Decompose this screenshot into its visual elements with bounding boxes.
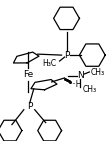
Text: P: P xyxy=(27,102,33,111)
Text: ··H: ··H xyxy=(71,80,82,89)
Text: H₃C: H₃C xyxy=(42,59,57,68)
Text: N: N xyxy=(77,71,84,81)
Text: P: P xyxy=(64,51,69,60)
Text: CH₃: CH₃ xyxy=(90,68,104,78)
Text: Fe: Fe xyxy=(23,70,33,80)
Text: CH₃: CH₃ xyxy=(82,85,97,94)
